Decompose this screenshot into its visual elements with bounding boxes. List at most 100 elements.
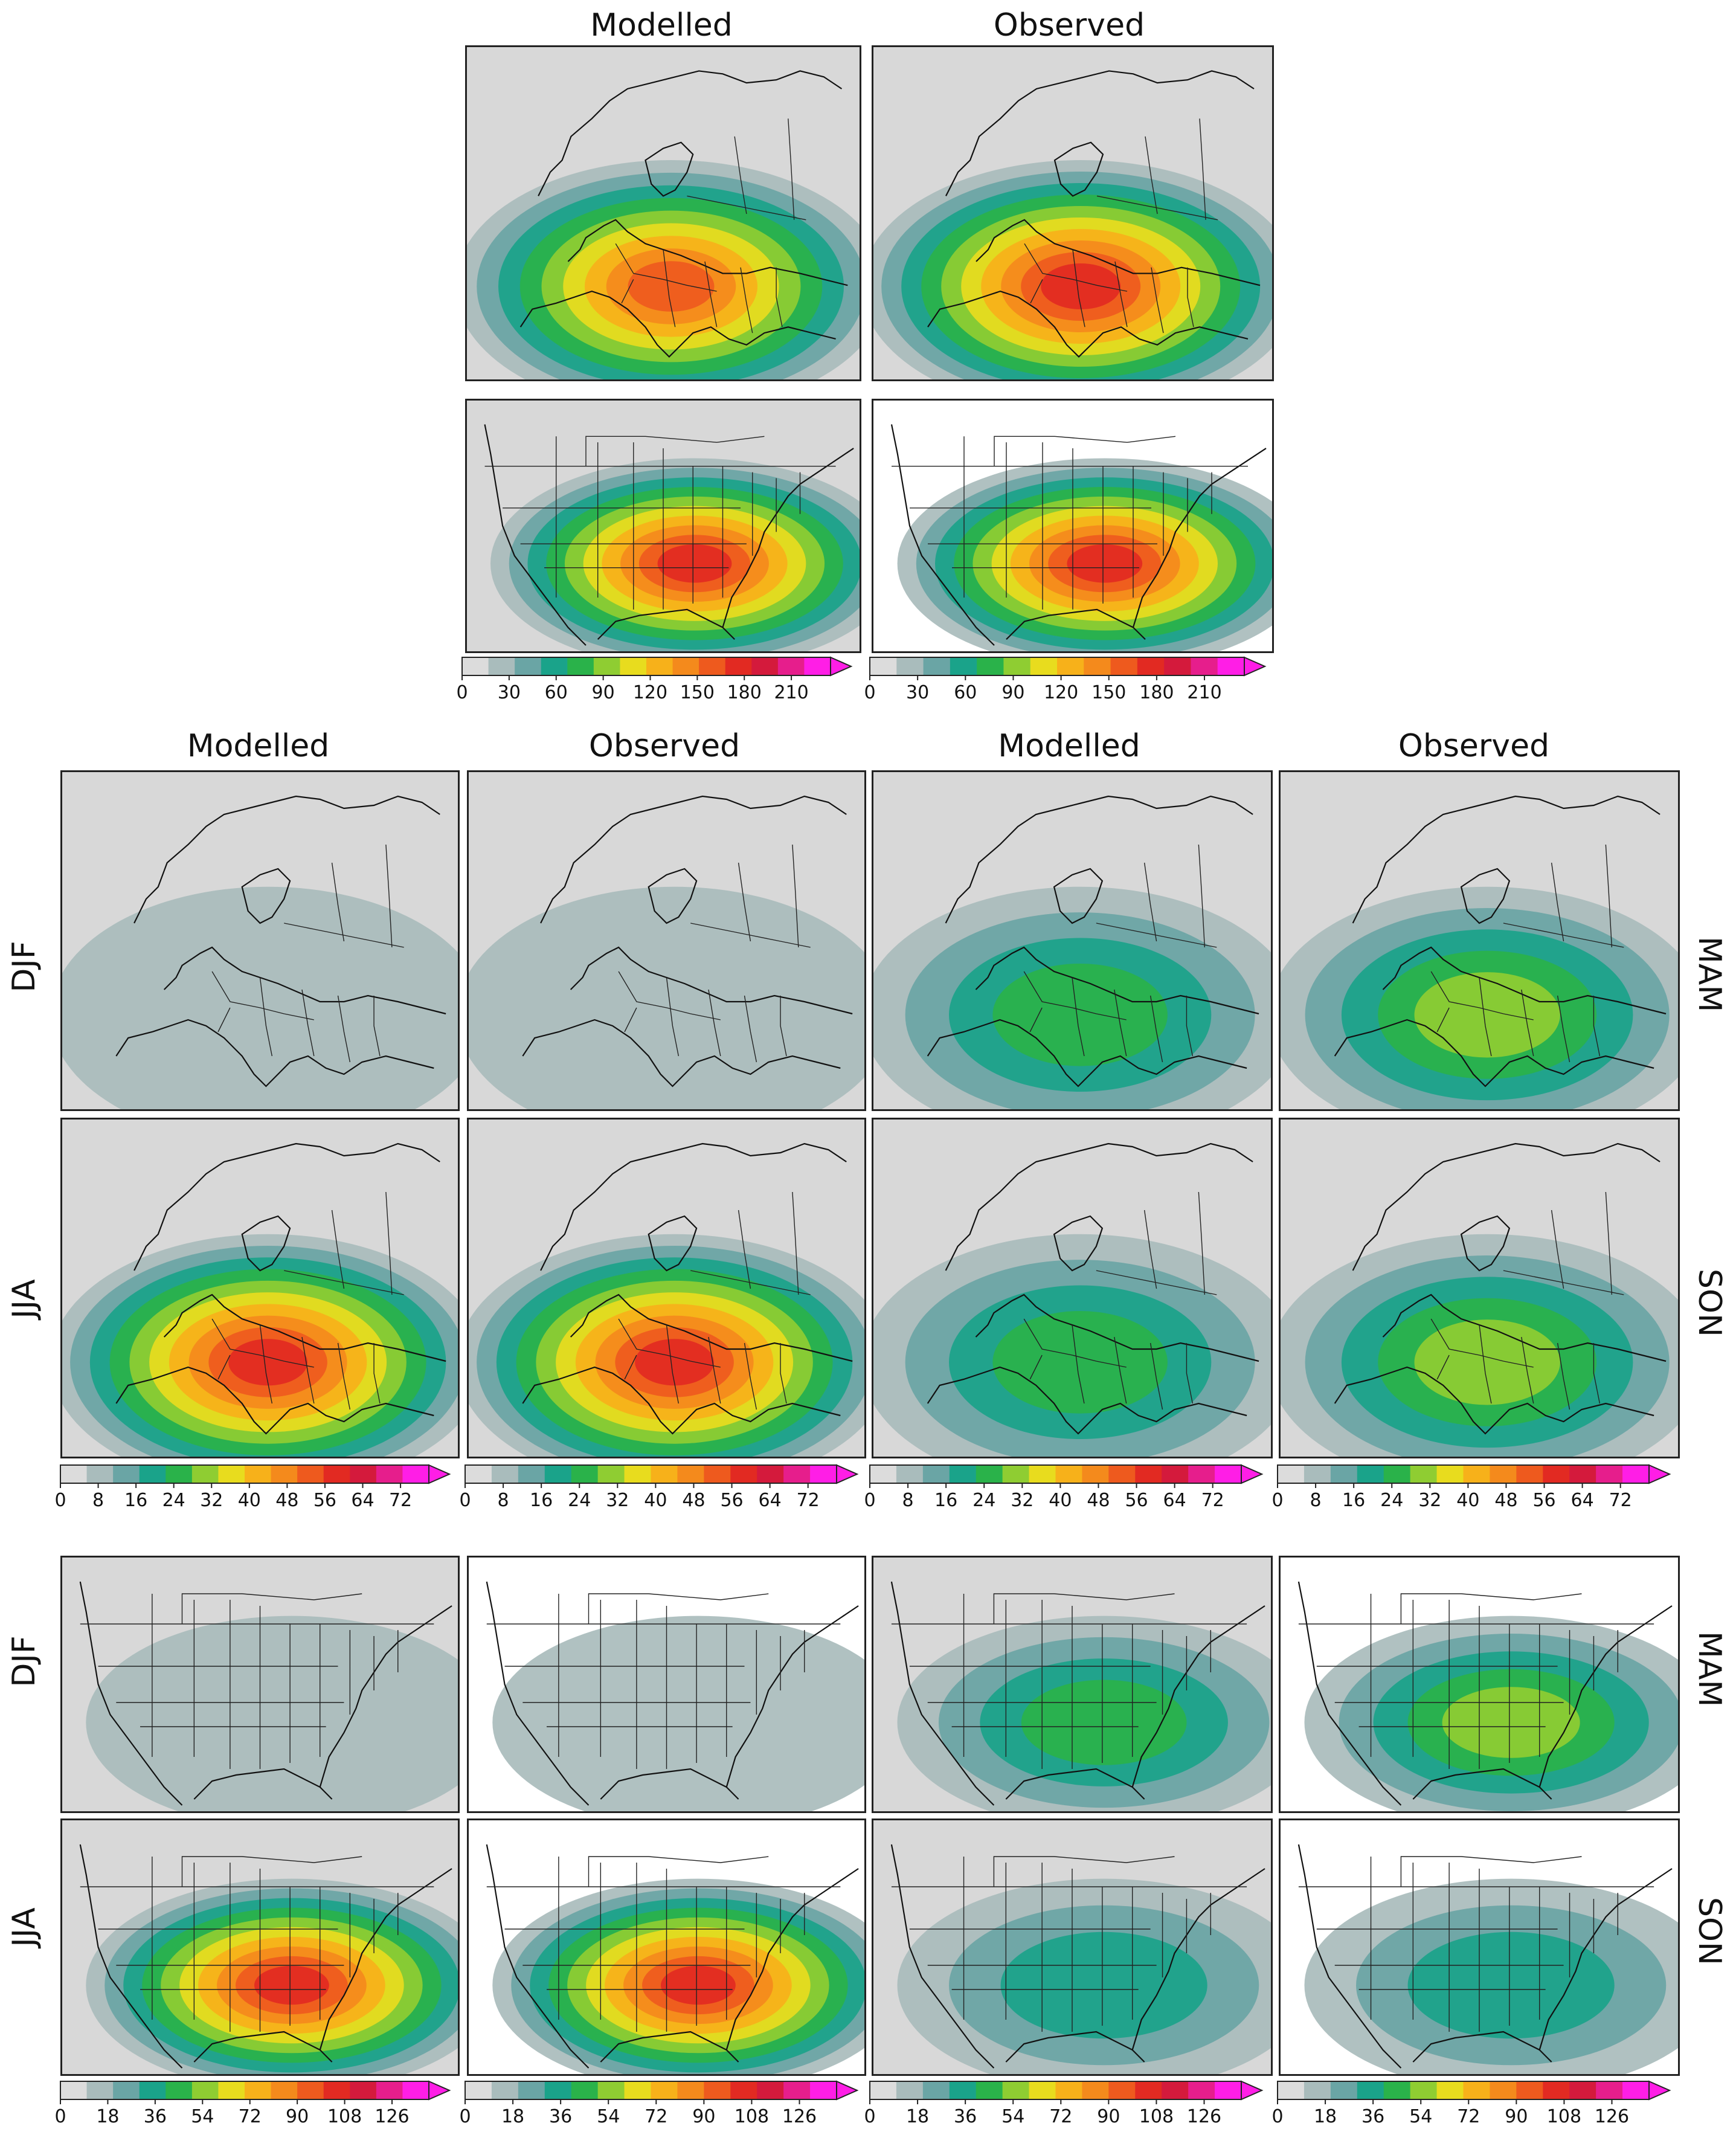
s1-colorbar-left: 0 30 60 90 120 150 180 210 xyxy=(456,656,855,706)
colorbar-swatch xyxy=(1162,1465,1189,1483)
colorbar-tick-label: 90 xyxy=(1505,2106,1528,2127)
colorbar-tick-label: 36 xyxy=(144,2106,167,2127)
colorbar-tick-label: 108 xyxy=(1547,2106,1581,2127)
colorbar-swatch xyxy=(491,1465,519,1483)
colorbar-swatch xyxy=(1436,1465,1464,1483)
country-borders xyxy=(615,118,806,333)
colorbar-tick-label: 18 xyxy=(906,2106,929,2127)
state-borders xyxy=(80,1856,434,2032)
colorbar-swatch xyxy=(1082,1465,1109,1483)
s1-colorbar-right: 0 30 60 90 120 150 180 210 xyxy=(864,656,1268,706)
colorbar-swatch xyxy=(1215,2081,1242,2099)
colorbar-frame xyxy=(1277,2081,1650,2100)
colorbar-swatch xyxy=(544,1465,572,1483)
colorbar-swatch xyxy=(350,1465,377,1483)
s3-colorbar-2: 0 18 36 54 72 90 108 126 xyxy=(459,2080,861,2130)
state-borders xyxy=(486,1856,841,2032)
colorbar-swatch xyxy=(139,2081,166,2099)
s2-col-title-2: Observed xyxy=(588,728,741,764)
colorbar-frame xyxy=(1277,1464,1650,1484)
colorbar-tick-label: 56 xyxy=(1125,1490,1148,1511)
colorbar-swatch xyxy=(139,1465,166,1483)
colorbar-tick-label: 108 xyxy=(1139,2106,1174,2127)
colorbar-swatch xyxy=(896,1465,924,1483)
colorbar-swatch xyxy=(1135,2081,1162,2099)
colorbar-swatch xyxy=(1569,2081,1596,2099)
precip-field-blob xyxy=(1442,1687,1580,1758)
colorbar-frame xyxy=(461,657,831,676)
s2-colorbar-3: 0 8 16 24 32 40 48 56 64 72 xyxy=(864,1464,1265,1513)
colorbar-swatch xyxy=(191,2081,219,2099)
colorbar-swatch xyxy=(704,2081,731,2099)
colorbar-frame xyxy=(869,657,1245,676)
country-borders xyxy=(1024,118,1218,333)
coastline xyxy=(1334,795,1667,1087)
colorbar-tick-label: 0 xyxy=(864,682,875,703)
colorbar-tick-label: 24 xyxy=(568,1490,591,1511)
colorbar-swatch xyxy=(1057,657,1084,675)
s3-row-label-son: SON xyxy=(1691,1897,1728,1965)
colorbar-frame xyxy=(465,1464,837,1484)
colorbar-tick-label: 24 xyxy=(972,1490,995,1511)
colorbar-swatch xyxy=(757,1465,784,1483)
precip-field-blob xyxy=(660,1965,736,2005)
colorbar-extend-arrow xyxy=(1244,656,1267,677)
colorbar-swatch xyxy=(699,657,726,675)
colorbar-tick-label: 90 xyxy=(1097,2106,1120,2127)
colorbar-swatch xyxy=(1002,1465,1030,1483)
colorbar-tick-label: 90 xyxy=(692,2106,715,2127)
colorbar-swatch xyxy=(976,2081,1003,2099)
colorbar-swatch xyxy=(870,657,897,675)
colorbar-extend-arrow xyxy=(1648,1464,1671,1484)
colorbar-tick-label: 40 xyxy=(644,1490,667,1511)
colorbar-swatch xyxy=(977,657,1004,675)
country-borders xyxy=(1023,844,1217,1063)
precip-field-blob xyxy=(228,1339,308,1386)
colorbar-swatch xyxy=(1278,2081,1305,2099)
colorbar-tick-label: 54 xyxy=(1409,2106,1432,2127)
precip-field-blob xyxy=(1041,263,1121,309)
s3-colorbar-4: 0 18 36 54 72 90 108 126 xyxy=(1271,2080,1673,2130)
map-eu-djf-modelled xyxy=(60,770,460,1111)
colorbar-swatch xyxy=(60,2081,88,2099)
colorbar-swatch xyxy=(1082,2081,1109,2099)
s2-row-label-son: SON xyxy=(1691,1269,1728,1337)
map-us-mam-modelled xyxy=(872,1556,1273,1813)
colorbar-swatch xyxy=(218,1465,245,1483)
colorbar-tick-label: 48 xyxy=(1087,1490,1110,1511)
colorbar-tick-label: 120 xyxy=(633,682,667,703)
colorbar-tick-label: 48 xyxy=(275,1490,298,1511)
country-borders xyxy=(618,844,811,1063)
colorbar-swatch xyxy=(597,2081,625,2099)
colorbar-frame xyxy=(869,1464,1242,1484)
colorbar-swatch xyxy=(624,2081,651,2099)
colorbar-tick-label: 54 xyxy=(597,2106,620,2127)
colorbar-tick-label: 90 xyxy=(286,2106,309,2127)
colorbar-tick-label: 210 xyxy=(1187,682,1221,703)
coastline xyxy=(519,70,848,358)
colorbar-tick-label: 32 xyxy=(1011,1490,1034,1511)
colorbar-tick-label: 108 xyxy=(327,2106,362,2127)
map-europe-annual-observed xyxy=(872,45,1274,381)
s3-colorbar-3: 0 18 36 54 72 90 108 126 xyxy=(864,2080,1265,2130)
map-europe-annual-modelled xyxy=(465,45,861,381)
colorbar-swatch xyxy=(1135,1465,1162,1483)
colorbar-swatch xyxy=(646,657,674,675)
colorbar-swatch xyxy=(1084,657,1111,675)
colorbar-tick-label: 0 xyxy=(54,1490,66,1511)
colorbar-tick-label: 36 xyxy=(1361,2106,1384,2127)
colorbar-swatch xyxy=(113,2081,140,2099)
colorbar-tick-label: 0 xyxy=(54,2106,66,2127)
colorbar-tick-label: 150 xyxy=(1091,682,1126,703)
colorbar-swatch xyxy=(166,2081,193,2099)
colorbar-tick-label: 72 xyxy=(797,1490,820,1511)
colorbar-swatch xyxy=(271,1465,298,1483)
colorbar-swatch xyxy=(1543,1465,1570,1483)
state-borders xyxy=(1298,1856,1654,2032)
colorbar-tick-label: 16 xyxy=(934,1490,957,1511)
colorbar-swatch xyxy=(1002,2081,1030,2099)
colorbar-swatch xyxy=(571,2081,599,2099)
colorbar-tick-label: 90 xyxy=(1001,682,1024,703)
map-us-djf-observed xyxy=(467,1556,866,1813)
colorbar-swatch xyxy=(949,1465,977,1483)
